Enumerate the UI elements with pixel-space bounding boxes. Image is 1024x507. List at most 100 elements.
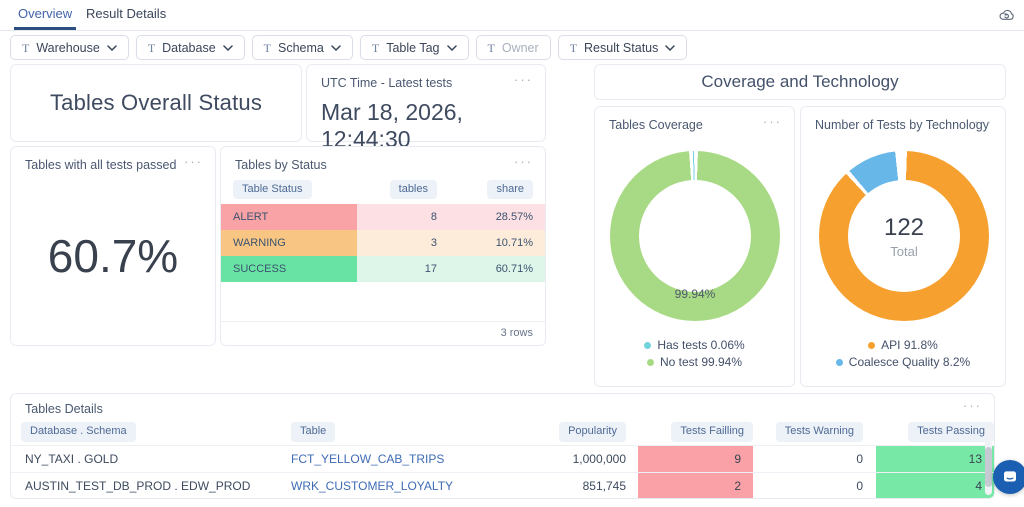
more-menu-icon[interactable]: ···: [514, 154, 533, 169]
legend-label: Has tests 0.06%: [657, 338, 745, 352]
tests-warning-cell: 0: [856, 479, 863, 493]
overall-status-card: Tables Overall Status: [10, 64, 302, 142]
chat-button[interactable]: [993, 460, 1024, 494]
share-cell: 10.71%: [437, 230, 545, 256]
filter-label: Result Status: [584, 40, 659, 55]
row-count-footer: 3 rows: [221, 321, 545, 345]
popularity-cell: 1,000,000: [572, 452, 626, 466]
donut-hole: [639, 180, 751, 292]
chevron-down-icon: [107, 44, 117, 51]
database-schema-cell: NY_TAXI . GOLD: [25, 452, 119, 466]
tab-overview[interactable]: Overview: [14, 0, 77, 30]
text-filter-icon: T: [263, 40, 272, 55]
column-header-share[interactable]: share: [487, 179, 533, 200]
total-tests-caption: Total: [890, 243, 918, 259]
text-filter-icon: T: [22, 40, 30, 55]
tests-passing-cell: 4: [876, 473, 994, 498]
tests-failing-cell: 2: [638, 473, 753, 498]
tables-details-card: Tables Details ··· Database . Schema Tab…: [10, 393, 995, 499]
more-menu-icon[interactable]: ···: [974, 114, 993, 129]
table-link[interactable]: FCT_YELLOW_CAB_TRIPS: [291, 452, 445, 466]
legend-item[interactable]: API 91.8%: [801, 338, 1005, 352]
tests-failing-cell: 9: [638, 446, 753, 473]
filter-label: Owner: [501, 40, 539, 55]
legend-label: API 91.8%: [881, 338, 938, 352]
coverage-center-label: 99.94%: [674, 287, 716, 301]
tables-by-status-card: Tables by Status ··· Table Status tables…: [220, 146, 546, 346]
total-tests-value: 122: [883, 213, 925, 241]
chevron-down-icon: [665, 44, 676, 51]
filter-result-status[interactable]: T Result Status: [557, 35, 688, 60]
filter-label: Database: [162, 40, 216, 55]
legend-item[interactable]: Coalesce Quality 8.2%: [801, 355, 1005, 369]
filter-database[interactable]: T Database: [135, 35, 245, 60]
legend-item[interactable]: No test 99.94%: [595, 355, 794, 369]
table-row[interactable]: WARNING 3 10.71%: [221, 230, 545, 256]
share-cell: 28.57%: [437, 204, 545, 230]
coverage-legend: Has tests 0.06% No test 99.94%: [595, 338, 794, 369]
tab-result-details[interactable]: Result Details: [86, 6, 167, 21]
column-header-tests-warning[interactable]: Tests Warning: [775, 422, 863, 442]
filter-schema[interactable]: T Schema: [251, 35, 353, 60]
coverage-section-title: Coverage and Technology: [701, 72, 899, 91]
table-row[interactable]: SUCCESS 17 60.71%: [221, 256, 545, 282]
column-header-table-status[interactable]: Table Status: [233, 179, 312, 200]
tests-by-technology-card: Number of Tests by Technology ··· 122 To…: [800, 106, 1006, 387]
filter-label: Table Tag: [386, 40, 440, 55]
database-schema-cell: AUSTIN_TEST_DB_PROD . EDW_PROD: [25, 479, 251, 493]
status-table-header: Table Status tables share: [221, 178, 545, 200]
tab-bar: Overview Result Details: [0, 0, 1024, 31]
filter-table-tag[interactable]: T Table Tag: [359, 35, 469, 60]
column-header-tables[interactable]: tables: [389, 179, 437, 200]
text-filter-icon: T: [147, 40, 156, 55]
column-header-tests-failing[interactable]: Tests Failling: [671, 422, 753, 442]
utc-time-title: UTC Time - Latest tests: [321, 76, 453, 90]
chat-icon: [1004, 471, 1016, 482]
text-filter-icon: T: [569, 40, 578, 55]
tables-by-status-title: Tables by Status: [235, 158, 327, 172]
legend-dot-icon: [644, 341, 652, 349]
tests-warning-cell: 0: [856, 452, 863, 466]
table-row[interactable]: NY_TAXI . GOLD FCT_YELLOW_CAB_TRIPS 1,00…: [11, 445, 994, 473]
chevron-down-icon: [331, 44, 341, 51]
legend-label: No test 99.94%: [659, 355, 743, 369]
table-link[interactable]: WRK_CUSTOMER_LOYALTY: [291, 479, 454, 493]
more-menu-icon[interactable]: ···: [514, 72, 533, 87]
tests-by-technology-title: Number of Tests by Technology: [815, 118, 989, 132]
tables-cell: 17: [357, 256, 437, 282]
table-row[interactable]: ALERT 8 28.57%: [221, 204, 545, 230]
filter-warehouse[interactable]: T Warehouse: [10, 35, 129, 60]
chevron-down-icon: [446, 44, 457, 51]
legend-item[interactable]: Has tests 0.06%: [595, 338, 794, 352]
tests-passed-card: Tables with all tests passed ··· 60.7%: [10, 146, 216, 346]
legend-dot-icon: [835, 358, 843, 366]
technology-legend: API 91.8% Coalesce Quality 8.2%: [801, 338, 1005, 369]
tests-passed-value: 60.7%: [47, 230, 179, 282]
column-header-table[interactable]: Table: [291, 422, 336, 442]
column-header-database-schema[interactable]: Database . Schema: [21, 422, 136, 442]
donut-hole: [848, 180, 960, 292]
tables-coverage-card: Tables Coverage ··· 99.94% Has tests 0.0…: [594, 106, 795, 387]
tables-coverage-title: Tables Coverage: [609, 118, 703, 132]
table-row[interactable]: AUSTIN_TEST_DB_PROD . EDW_PROD WRK_CUSTO…: [11, 472, 994, 498]
more-menu-icon[interactable]: ···: [184, 154, 203, 169]
status-table-body: ALERT 8 28.57% WARNING 3 10.71% SUCCESS …: [221, 204, 545, 282]
filter-owner[interactable]: T Owner: [475, 35, 551, 60]
filter-label: Schema: [278, 40, 324, 55]
column-header-tests-passing[interactable]: Tests Passing: [908, 422, 994, 442]
technology-center-label: 122 Total: [848, 180, 960, 292]
utc-time-card: UTC Time - Latest tests ··· Mar 18, 2026…: [306, 64, 546, 152]
vertical-scrollbar[interactable]: [985, 425, 992, 495]
legend-dot-icon: [868, 341, 876, 349]
status-cell: ALERT: [221, 204, 357, 230]
status-cell: WARNING: [221, 230, 357, 256]
cloud-sync-icon[interactable]: [996, 4, 1016, 24]
more-menu-icon[interactable]: ···: [963, 398, 982, 413]
filter-bar: T Warehouse T Database T Schema T Table …: [10, 35, 688, 60]
coverage-donut-chart: 99.94%: [610, 151, 780, 321]
more-menu-icon[interactable]: ···: [763, 114, 782, 129]
column-header-popularity[interactable]: Popularity: [559, 422, 626, 442]
technology-donut-chart: 122 Total: [819, 151, 989, 321]
scrollbar-thumb[interactable]: [985, 447, 992, 487]
